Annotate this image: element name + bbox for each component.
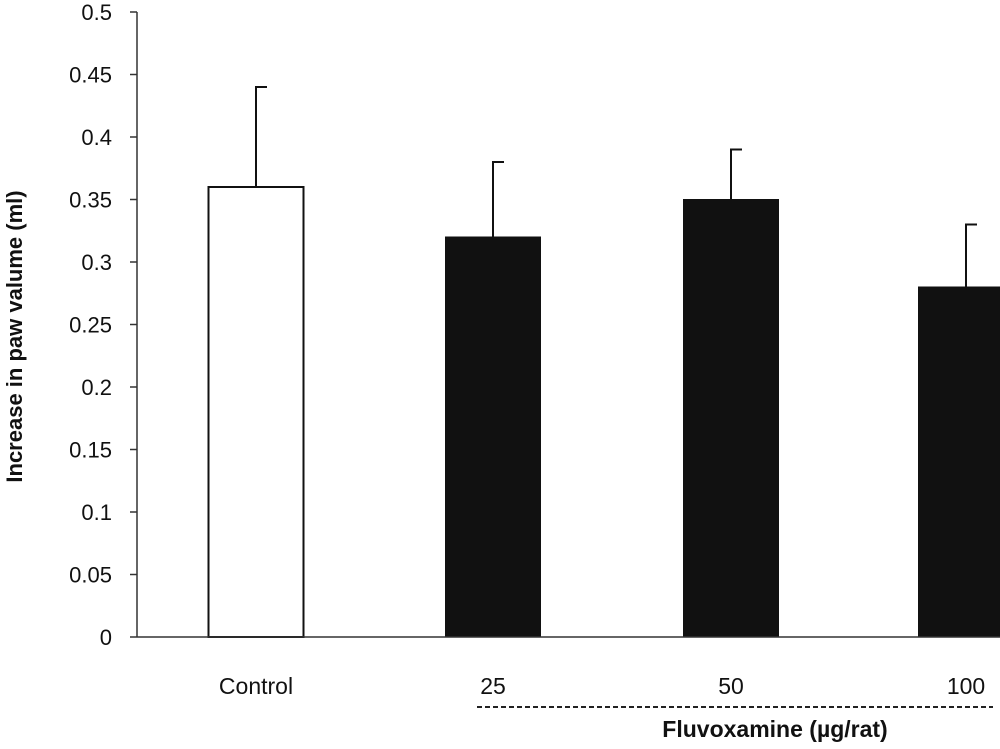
- x-category-label: 50: [718, 673, 744, 699]
- y-axis-ticks: 0 0.05 0.1 0.15 0.2 0.25 0.3 0.35 0.4 0.45 0.5: [69, 0, 137, 650]
- y-tick-label: 0.45: [69, 63, 112, 88]
- x-category-label: 100: [947, 673, 985, 699]
- y-tick-label: 0.15: [69, 438, 112, 463]
- group-label: Fluvoxamine (µg/rat): [662, 716, 887, 742]
- y-tick-label: 0.3: [81, 250, 112, 275]
- x-category-label: 25: [480, 673, 506, 699]
- bar-25: [445, 236, 541, 638]
- y-tick-label: 0: [100, 625, 112, 650]
- bar-control: [207, 186, 305, 638]
- y-tick-label: 0.4: [81, 125, 112, 150]
- bar-50: [683, 199, 779, 638]
- y-axis-title: Increase in paw valume (ml): [2, 190, 27, 482]
- y-tick-label: 0.2: [81, 375, 112, 400]
- y-tick-label: 0.5: [81, 0, 112, 25]
- y-tick-label: 0.05: [69, 563, 112, 588]
- y-tick-label: 0.35: [69, 188, 112, 213]
- error-bars: [255, 86, 977, 287]
- x-category-label: Control: [219, 673, 293, 699]
- y-tick-label: 0.1: [81, 500, 112, 525]
- y-tick-label: 0.25: [69, 313, 112, 338]
- bars: [207, 186, 1000, 638]
- bar-100: [918, 286, 1000, 638]
- x-axis-category-labels: Control 25 50 100: [219, 673, 985, 699]
